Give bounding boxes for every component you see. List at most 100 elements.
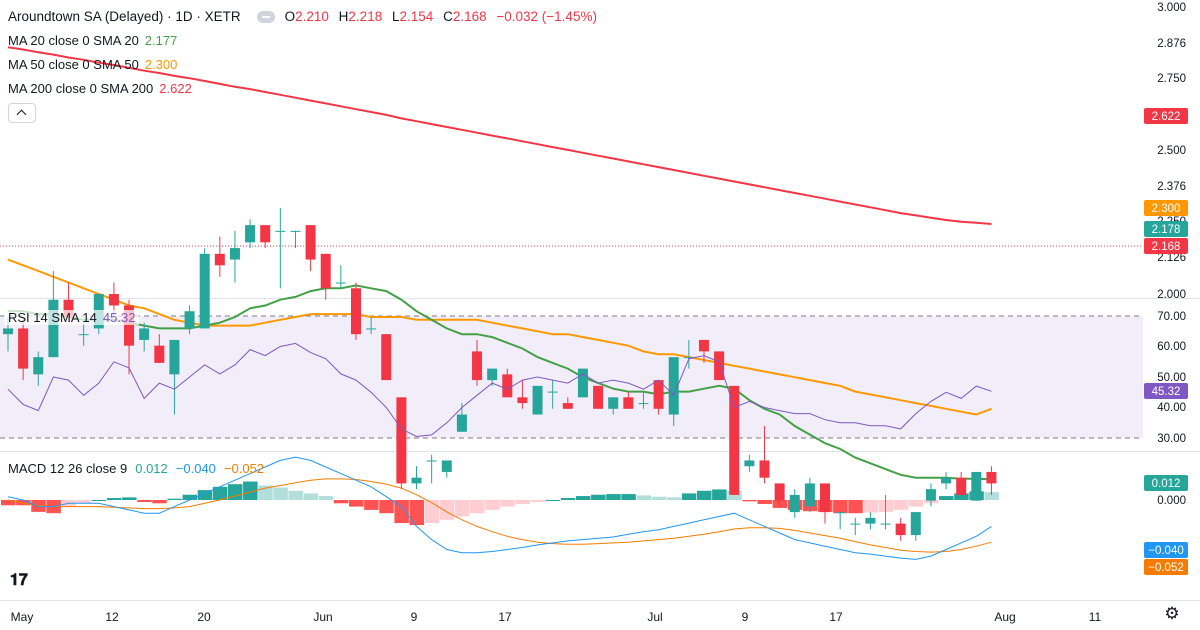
macd-histogram-bar bbox=[137, 500, 152, 502]
ma200-label: MA 200 close 0 SMA 200 bbox=[8, 81, 154, 96]
candle-body bbox=[335, 282, 346, 284]
tradingview-logo-icon[interactable]: 𝟏𝟕 bbox=[10, 570, 28, 589]
candle-body bbox=[547, 391, 558, 393]
ma20-legend[interactable]: MA 20 close 0 SMA 20 2.177 bbox=[8, 33, 177, 48]
macd-histogram-bar bbox=[591, 494, 606, 500]
candle-body bbox=[956, 477, 967, 495]
macd-legend[interactable]: MACD 12 26 close 9 0.012 −0.040 −0.052 bbox=[8, 461, 264, 476]
rsi-axis-label: 60.00 bbox=[1157, 341, 1186, 353]
price-badges: 2.622 2.300 2.178 2.168 45.32 0.012 −0.040 −0.0… bbox=[1144, 108, 1188, 575]
price-axis-label: 3.000 bbox=[1157, 2, 1186, 14]
candle-body bbox=[729, 385, 740, 495]
open-value: 2.210 bbox=[295, 9, 329, 24]
macd-histogram-bar bbox=[500, 500, 515, 507]
macd-badge: −0.052 bbox=[1148, 562, 1184, 574]
macd-badge-bg bbox=[1144, 542, 1188, 558]
time-axis-label: 20 bbox=[197, 610, 211, 624]
candle-body bbox=[411, 477, 422, 484]
macd-histogram-bar bbox=[273, 487, 288, 500]
hist-value: −0.052 bbox=[223, 461, 265, 476]
macd-histogram-bar bbox=[515, 500, 530, 504]
eye-icon[interactable] bbox=[256, 11, 275, 24]
close-value: 2.168 bbox=[452, 9, 487, 24]
macd-histogram-bar bbox=[318, 496, 334, 500]
candle-body bbox=[865, 517, 876, 524]
candle-body bbox=[350, 288, 361, 335]
macd-histogram-bar bbox=[424, 500, 440, 524]
macd-histogram-bar bbox=[545, 500, 561, 501]
change-value: −0.032 (−1.45%) bbox=[496, 9, 597, 24]
candle-body bbox=[78, 334, 89, 336]
price-badge: 2.622 bbox=[1152, 111, 1181, 123]
symbol-legend[interactable]: Aroundtown SA (Delayed) · 1D · XETR O2.21… bbox=[8, 9, 597, 24]
candle-body bbox=[683, 357, 694, 359]
candle-body bbox=[744, 460, 755, 467]
candle-body bbox=[154, 345, 165, 363]
rsi-label: RSI 14 SMA 14 bbox=[8, 310, 97, 325]
macd-histogram-bar bbox=[833, 500, 848, 514]
macd-histogram-bar bbox=[954, 493, 969, 500]
chevron-up-icon[interactable] bbox=[8, 103, 36, 123]
ma50-legend[interactable]: MA 50 close 0 SMA 50 2.300 bbox=[8, 57, 177, 72]
gear-icon[interactable]: ⚙ bbox=[1164, 604, 1180, 624]
candle-body bbox=[850, 523, 861, 525]
macd-line bbox=[7, 456, 992, 560]
candle-body bbox=[305, 225, 316, 260]
axes: 3.0002.8762.7502.5002.3762.2502.1262.000… bbox=[11, 2, 1186, 624]
macd-badge-bg bbox=[1144, 475, 1188, 491]
macd-histogram-bar bbox=[106, 498, 122, 500]
macd-histogram-bar bbox=[666, 497, 682, 500]
macd-histogram-bar bbox=[197, 490, 213, 500]
candle-body bbox=[108, 294, 119, 306]
symbol-title[interactable]: Aroundtown SA (Delayed) · 1D · XETR bbox=[8, 9, 241, 24]
candle-body bbox=[260, 225, 271, 243]
macd-axis-label: 0.000 bbox=[1157, 495, 1186, 507]
rsi-axis-label: 70.00 bbox=[1157, 311, 1186, 323]
macd-badge: 0.012 bbox=[1152, 478, 1181, 490]
ma200-legend[interactable]: MA 200 close 0 SMA 200 2.622 bbox=[8, 81, 192, 96]
candle-body bbox=[820, 483, 831, 513]
macd-histogram-bar bbox=[939, 496, 954, 500]
macd-histogram-bar bbox=[364, 500, 379, 510]
macd-histogram-bar bbox=[470, 500, 485, 514]
candle-body bbox=[714, 351, 725, 381]
macd-badge-bg bbox=[1144, 559, 1188, 575]
macd-value: 0.012 bbox=[135, 461, 168, 476]
candle-body bbox=[910, 512, 921, 536]
macd-histogram-bar bbox=[288, 490, 303, 500]
time-axis-label: 17 bbox=[498, 610, 512, 624]
macd-histogram-bar bbox=[454, 500, 470, 517]
time-axis-label: Jun bbox=[313, 610, 332, 624]
candle-body bbox=[18, 328, 29, 369]
ma200-value: 2.622 bbox=[159, 81, 192, 96]
candle-body bbox=[668, 357, 679, 415]
macd-histogram-bar bbox=[560, 498, 576, 500]
ma20-value: 2.177 bbox=[144, 33, 178, 48]
candle-body bbox=[789, 494, 800, 513]
macd-histogram-bar bbox=[16, 500, 31, 506]
rsi-path bbox=[7, 342, 992, 438]
macd-histogram-bar bbox=[91, 500, 107, 501]
candles bbox=[3, 207, 997, 541]
high-label: H bbox=[338, 9, 349, 24]
time-axis-label: 9 bbox=[742, 610, 749, 624]
macd-label: MACD 12 26 close 9 bbox=[8, 461, 128, 476]
macd-histogram-bar bbox=[727, 490, 742, 500]
candle-body bbox=[577, 368, 588, 398]
macd-histogram-bar bbox=[848, 500, 863, 514]
candle-body bbox=[290, 230, 301, 232]
candle-body bbox=[517, 397, 528, 404]
moving-averages bbox=[7, 46, 992, 481]
open-label: O bbox=[284, 9, 296, 24]
candle-body bbox=[638, 403, 649, 405]
macd-badge: −0.040 bbox=[1148, 545, 1184, 557]
candle-body bbox=[245, 225, 256, 243]
candle-body bbox=[169, 339, 180, 375]
macd-histogram-bar bbox=[757, 500, 772, 504]
candle-body bbox=[214, 253, 225, 266]
price-badge: 2.300 bbox=[1152, 203, 1181, 215]
rsi-legend[interactable]: RSI 14 SMA 14 45.32 bbox=[4, 310, 140, 325]
candle-body bbox=[623, 397, 634, 409]
sma50-line bbox=[7, 258, 992, 416]
